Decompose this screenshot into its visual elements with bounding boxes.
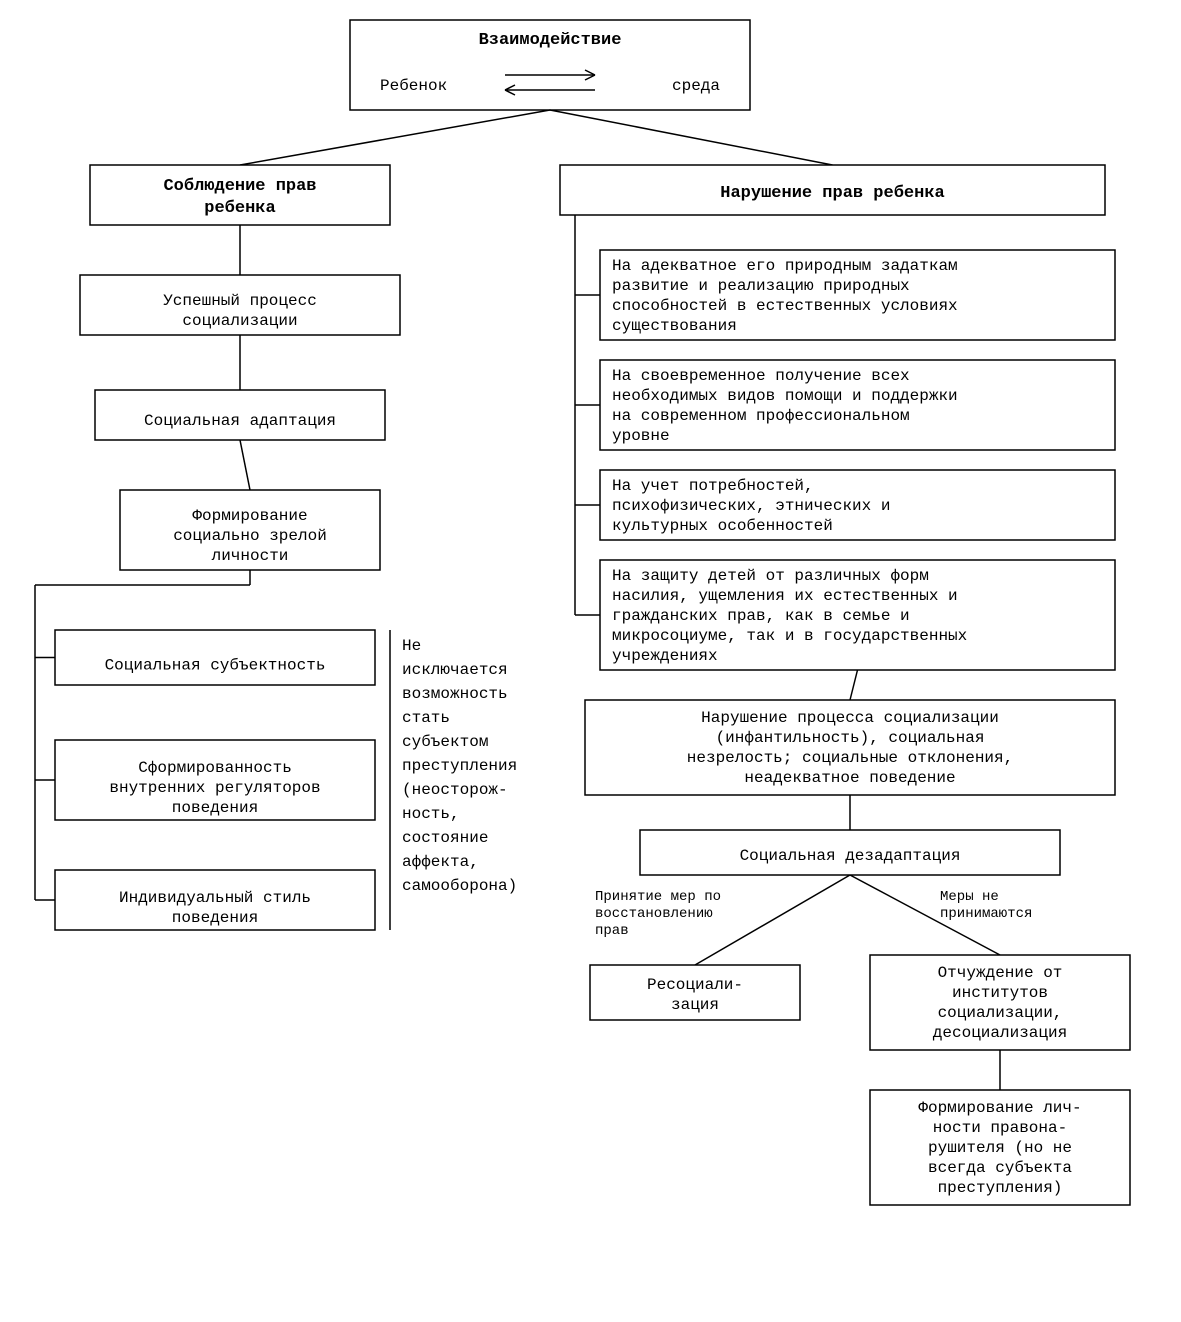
label: стать	[402, 709, 450, 727]
label: преступления)	[938, 1179, 1063, 1197]
label: Индивидуальный стиль	[119, 889, 311, 907]
label: незрелость; социальные отклонения,	[687, 749, 1013, 767]
label: Социальная адаптация	[144, 412, 336, 430]
label: исключается	[402, 661, 508, 679]
label: личности	[212, 547, 289, 565]
label: уровне	[612, 427, 670, 445]
label: Социальная субъектность	[105, 657, 326, 675]
label: Социальная дезадаптация	[740, 847, 961, 865]
top-left-label: Ребенок	[380, 77, 447, 95]
top-right-label: среда	[672, 77, 720, 95]
label: ность,	[402, 805, 460, 823]
label: социализации	[182, 312, 297, 330]
label: рушителя (но не	[928, 1139, 1072, 1157]
label: самооборона)	[402, 877, 517, 895]
label: преступления	[402, 757, 517, 775]
label: микросоциуме, так и в государственных	[612, 627, 967, 645]
label: (неосторож-	[402, 781, 508, 799]
label: возможность	[402, 685, 508, 703]
label: социализации,	[938, 1004, 1063, 1022]
label: принимаются	[940, 906, 1032, 922]
label: Сформированность	[138, 759, 292, 777]
label: десоциализация	[933, 1024, 1067, 1042]
label: Успешный процесс	[163, 292, 317, 310]
label: субъектом	[402, 733, 488, 751]
label: аффекта,	[402, 853, 479, 871]
connector	[240, 440, 250, 490]
label: насилия, ущемления их естественных и	[612, 587, 958, 605]
connector	[240, 110, 550, 165]
label: ребенка	[204, 199, 275, 218]
label: Нарушение процесса социализации	[701, 709, 999, 727]
label: Формирование лич-	[918, 1099, 1081, 1117]
label: (инфантильность), социальная	[716, 729, 985, 747]
label: психофизических, этнических и	[612, 497, 890, 515]
label: культурных особенностей	[612, 517, 833, 535]
label: необходимых видов помощи и поддержки	[612, 387, 958, 405]
label: Принятие мер по	[595, 889, 721, 905]
label: зация	[671, 996, 719, 1014]
flowchart: Взаимодействие Ребенок среда Соблюдение пра…	[0, 0, 1181, 1322]
label: Не	[402, 637, 421, 655]
label: институтов	[952, 984, 1048, 1002]
label: состояние	[402, 829, 488, 847]
connector	[550, 110, 833, 165]
label: Нарушение прав ребенка	[720, 184, 944, 203]
label: На своевременное получение всех	[612, 367, 910, 385]
label: На учет потребностей,	[612, 477, 814, 495]
label: Соблюдение прав	[163, 177, 316, 196]
label: Меры не	[940, 889, 999, 905]
label: Отчуждение от	[938, 964, 1063, 982]
label: способностей в естественных условиях	[612, 297, 958, 315]
label: неадекватное поведение	[744, 769, 955, 787]
label: гражданских прав, как в семье и	[612, 607, 910, 625]
label: На адекватное его природным задаткам	[612, 257, 958, 275]
label: внутренних регуляторов	[109, 779, 320, 797]
label: на современном профессиональном	[612, 407, 910, 425]
label: развитие и реализацию природных	[612, 277, 910, 295]
label: существования	[612, 317, 737, 335]
label: поведения	[172, 909, 258, 927]
label: социально зрелой	[173, 527, 327, 545]
label: Формирование	[192, 507, 307, 525]
label: поведения	[172, 799, 258, 817]
label: восстановлению	[595, 906, 713, 922]
label: ности правона-	[933, 1119, 1067, 1137]
label: прав	[595, 923, 629, 939]
label: На защиту детей от различных форм	[612, 567, 929, 585]
connector	[850, 670, 858, 700]
label: учреждениях	[612, 647, 718, 665]
label: всегда субъекта	[928, 1159, 1072, 1177]
label: Ресоциали-	[647, 976, 743, 994]
top-title: Взаимодействие	[479, 31, 622, 50]
